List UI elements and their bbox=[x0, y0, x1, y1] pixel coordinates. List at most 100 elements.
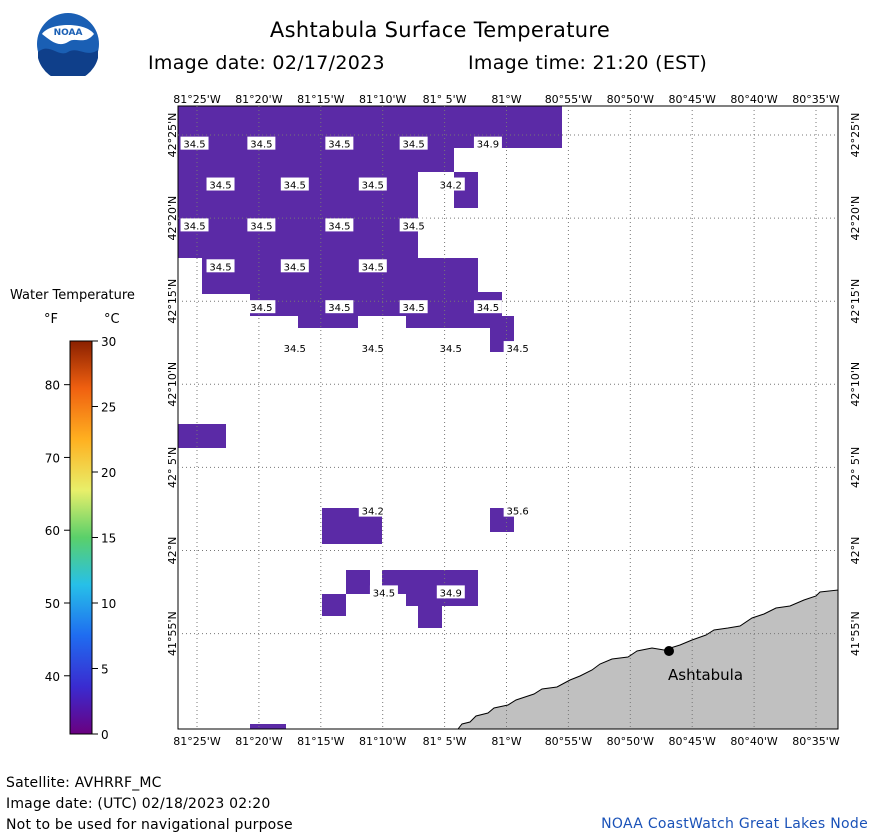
lon-label-bottom: 81°10'W bbox=[359, 735, 407, 748]
lon-label-top: 80°55'W bbox=[545, 93, 593, 106]
map-frame bbox=[177, 105, 839, 730]
temp-value: 34.2 bbox=[440, 181, 462, 192]
lon-label-bottom: 80°35'W bbox=[792, 735, 840, 748]
f-tick-label: 70 bbox=[45, 451, 60, 465]
temp-label-box bbox=[473, 136, 502, 150]
colorbar-c-ticks: 30 25 20 15 10 5 0 bbox=[92, 335, 116, 742]
lon-label-top: 81°10'W bbox=[359, 93, 407, 106]
f-tick-label: 50 bbox=[45, 597, 60, 611]
c-tick-label: 15 bbox=[101, 532, 116, 546]
colorbar-gradient bbox=[69, 340, 93, 735]
lon-label-top: 81°20'W bbox=[235, 93, 283, 106]
temp-label-box bbox=[399, 136, 428, 150]
temp-value: 34.5 bbox=[507, 344, 529, 355]
temp-value: 34.9 bbox=[477, 140, 499, 151]
temp-label-box bbox=[436, 177, 465, 191]
temp-value: 34.5 bbox=[362, 262, 384, 273]
colorbar-unit-f: °F bbox=[44, 312, 58, 327]
temp-label-box bbox=[358, 177, 387, 191]
longitude-labels-top: 81°25'W 81°20'W 81°15'W 81°10'W 81° 5'W 81°W 8… bbox=[173, 93, 840, 106]
temp-value: 34.5 bbox=[284, 344, 306, 355]
land-shoreline bbox=[456, 589, 839, 730]
temp-label-box bbox=[325, 300, 354, 314]
temp-label-box bbox=[206, 259, 235, 273]
lon-label-top: 80°40'W bbox=[730, 93, 778, 106]
temp-value: 34.5 bbox=[284, 181, 306, 192]
temp-label-box bbox=[399, 218, 428, 232]
temp-label-box bbox=[358, 259, 387, 273]
temperature-map: 81°25'W 81°20'W 81°15'W 81°10'W 81° 5'W 81°W 8… bbox=[166, 93, 862, 748]
temp-value: 34.5 bbox=[328, 221, 350, 232]
temperature-labels: 34.5 34.5 34.5 34.5 34.9 34.5 34.5 34.5 34.2 34.5… bbox=[180, 136, 532, 599]
lat-label-right: 42°20'N bbox=[849, 196, 862, 241]
water-pixel bbox=[178, 148, 454, 172]
lat-label-right: 42°N bbox=[849, 537, 862, 565]
temp-label-box bbox=[358, 503, 387, 517]
image-time: Image time: 21:20 (EST) bbox=[468, 52, 708, 74]
temp-value: 34.5 bbox=[362, 344, 384, 355]
temp-label-box bbox=[503, 503, 532, 517]
credit-label: NOAA CoastWatch Great Lakes Node bbox=[601, 816, 868, 832]
water-temperature-pixels bbox=[178, 106, 562, 729]
temp-value: 34.5 bbox=[328, 303, 350, 314]
c-tick-label: 10 bbox=[101, 597, 116, 611]
disclaimer: Not to be used for navigational purpose bbox=[6, 817, 293, 833]
temp-value: 34.5 bbox=[477, 303, 499, 314]
f-tick-label: 60 bbox=[45, 524, 60, 538]
water-pixel bbox=[346, 570, 370, 594]
temp-value: 34.5 bbox=[328, 140, 350, 151]
satellite-label: Satellite: AVHRRF_MC bbox=[6, 775, 162, 791]
lat-label-left: 41°55'N bbox=[166, 611, 179, 656]
temp-value: 34.5 bbox=[403, 140, 425, 151]
lat-label-left: 42°10'N bbox=[166, 362, 179, 407]
lon-label-top: 81°W bbox=[491, 93, 521, 106]
temp-value: 34.5 bbox=[209, 262, 231, 273]
temp-value: 34.5 bbox=[209, 181, 231, 192]
lon-label-top: 81°15'W bbox=[297, 93, 345, 106]
lon-label-top: 81°25'W bbox=[173, 93, 221, 106]
lon-label-bottom: 81° 5'W bbox=[423, 735, 467, 748]
temp-label-box bbox=[369, 585, 398, 599]
temp-value: 34.5 bbox=[250, 140, 272, 151]
c-tick-label: 0 bbox=[101, 728, 109, 742]
lon-label-top: 80°50'W bbox=[607, 93, 655, 106]
c-tick-label: 20 bbox=[101, 466, 116, 480]
water-pixel bbox=[418, 606, 442, 628]
temp-label-box bbox=[503, 341, 532, 355]
temp-label-box bbox=[247, 136, 276, 150]
map-title: Ashtabula Surface Temperature bbox=[269, 18, 611, 42]
temp-label-box bbox=[436, 585, 465, 599]
lon-label-bottom: 80°50'W bbox=[607, 735, 655, 748]
temp-value: 34.5 bbox=[250, 303, 272, 314]
water-pixel bbox=[406, 316, 490, 328]
lon-label-bottom: 80°45'W bbox=[668, 735, 716, 748]
water-pixel bbox=[178, 424, 226, 448]
temp-value: 34.5 bbox=[183, 140, 205, 151]
colorbar-f-ticks: 80 70 60 50 40 bbox=[45, 379, 70, 684]
temp-value: 34.5 bbox=[250, 221, 272, 232]
lon-label-top: 81° 5'W bbox=[423, 93, 467, 106]
temp-label-box bbox=[473, 300, 502, 314]
logo-text: NOAA bbox=[54, 28, 83, 38]
water-pixel bbox=[298, 316, 358, 328]
c-tick-label: 25 bbox=[101, 401, 116, 415]
lat-label-left: 42°20'N bbox=[166, 196, 179, 241]
temp-label-box bbox=[280, 341, 309, 355]
temp-label-box bbox=[247, 218, 276, 232]
latitude-labels-right: 42°25'N 42°20'N 42°15'N 42°10'N 42° 5'N 42°N 4… bbox=[849, 113, 862, 656]
lat-label-right: 41°55'N bbox=[849, 611, 862, 656]
noaa-logo: NOAA bbox=[37, 13, 99, 76]
temp-value: 34.5 bbox=[284, 262, 306, 273]
temp-label-box bbox=[247, 300, 276, 314]
lat-label-right: 42°25'N bbox=[849, 113, 862, 158]
lon-label-bottom: 80°40'W bbox=[730, 735, 778, 748]
temp-label-box bbox=[399, 300, 428, 314]
f-tick-label: 40 bbox=[45, 670, 60, 684]
temp-label-box bbox=[325, 218, 354, 232]
temp-value: 34.5 bbox=[362, 181, 384, 192]
lon-label-bottom: 81°W bbox=[491, 735, 521, 748]
temp-value: 35.6 bbox=[507, 507, 529, 518]
c-tick-label: 5 bbox=[101, 663, 109, 677]
image-date: Image date: 02/17/2023 bbox=[148, 52, 385, 74]
lat-label-right: 42°10'N bbox=[849, 362, 862, 407]
